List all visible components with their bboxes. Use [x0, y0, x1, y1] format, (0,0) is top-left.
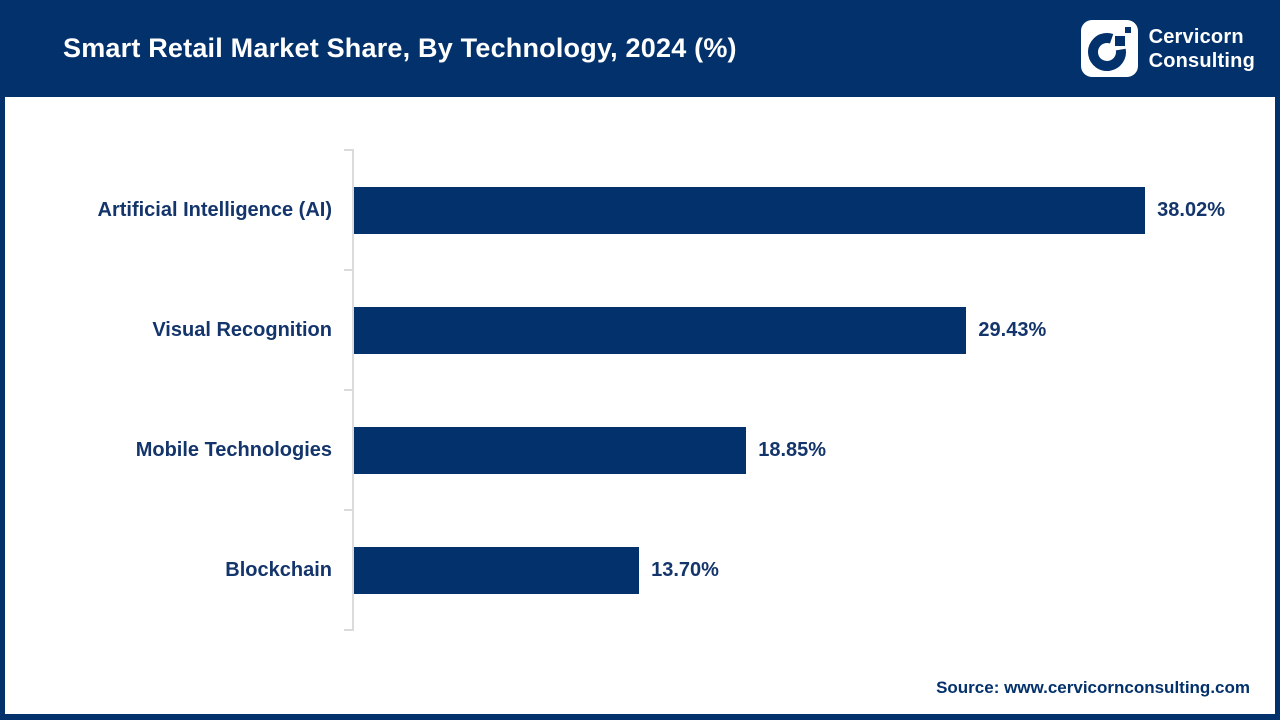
- axis-tick: [344, 269, 353, 271]
- category-label: Artificial Intelligence (AI): [97, 198, 332, 221]
- chart-title: Smart Retail Market Share, By Technology…: [63, 33, 737, 63]
- category-label: Blockchain: [225, 558, 332, 581]
- bar-chart: Artificial Intelligence (AI) 38.02% Visual…: [5, 0, 1275, 714]
- value-label: 29.43%: [978, 318, 1047, 341]
- value-label: 38.02%: [1157, 198, 1225, 221]
- axis-tick: [344, 509, 353, 511]
- y-axis-line: [352, 149, 354, 631]
- value-label: 13.70%: [651, 558, 719, 581]
- axis-tick: [344, 389, 353, 391]
- bar: [354, 186, 1146, 234]
- header: Smart Retail Market Share, By Technology…: [5, 0, 1275, 97]
- brand: Cervicorn Consulting: [1080, 20, 1255, 77]
- value-label: 18.85%: [758, 438, 827, 461]
- source-text: Source: www.cervicornconsulting.com: [936, 678, 1250, 697]
- bar: [354, 426, 747, 474]
- bar: [354, 306, 967, 354]
- axis-tick: [344, 629, 353, 631]
- brand-name: Cervicorn Consulting: [1149, 25, 1255, 73]
- cervicorn-logo-icon: [1080, 20, 1138, 77]
- bar: [354, 546, 640, 594]
- brand-name-line2: Consulting: [1148, 49, 1255, 72]
- category-label: Visual Recognition: [152, 318, 332, 341]
- brand-name-line1: Cervicorn: [1148, 25, 1244, 48]
- axis-tick: [344, 149, 353, 151]
- category-label: Mobile Technologies: [135, 438, 332, 461]
